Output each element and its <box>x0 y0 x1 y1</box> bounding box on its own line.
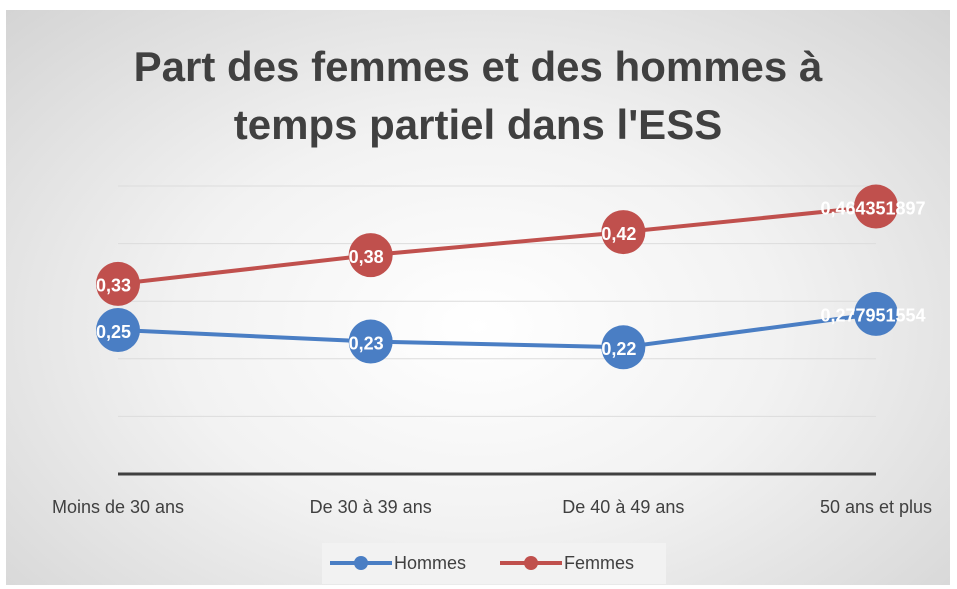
data-label: 0,277951554 <box>820 306 925 326</box>
x-tick-label: 50 ans et plus <box>820 497 932 517</box>
data-label: 0,42 <box>601 224 636 244</box>
marker <box>854 184 898 229</box>
marker <box>96 308 140 352</box>
marker <box>854 291 898 336</box>
marker <box>601 325 646 370</box>
marker <box>601 210 646 255</box>
legend-marker <box>524 556 538 570</box>
x-tick-label: Moins de 30 ans <box>52 497 184 517</box>
data-label: 0,33 <box>96 276 131 296</box>
chart-title: Part des femmes et des hommes à temps pa… <box>133 43 823 148</box>
chart-area <box>6 10 950 585</box>
series-line <box>117 204 877 286</box>
marker <box>348 233 393 278</box>
marker <box>96 261 140 306</box>
data-label: 0,22 <box>601 339 636 359</box>
series-line <box>117 311 877 350</box>
x-tick-label: De 30 à 39 ans <box>310 497 432 517</box>
data-label: 0,23 <box>349 333 384 353</box>
marker <box>348 319 393 364</box>
data-label: 0,464351897 <box>820 198 925 218</box>
legend-label: Femmes <box>564 553 634 573</box>
x-tick-label: De 40 à 49 ans <box>562 497 684 517</box>
legend-marker <box>354 556 368 570</box>
data-label: 0,25 <box>96 322 131 342</box>
legend-label: Hommes <box>394 553 466 573</box>
data-label: 0,38 <box>349 247 384 267</box>
